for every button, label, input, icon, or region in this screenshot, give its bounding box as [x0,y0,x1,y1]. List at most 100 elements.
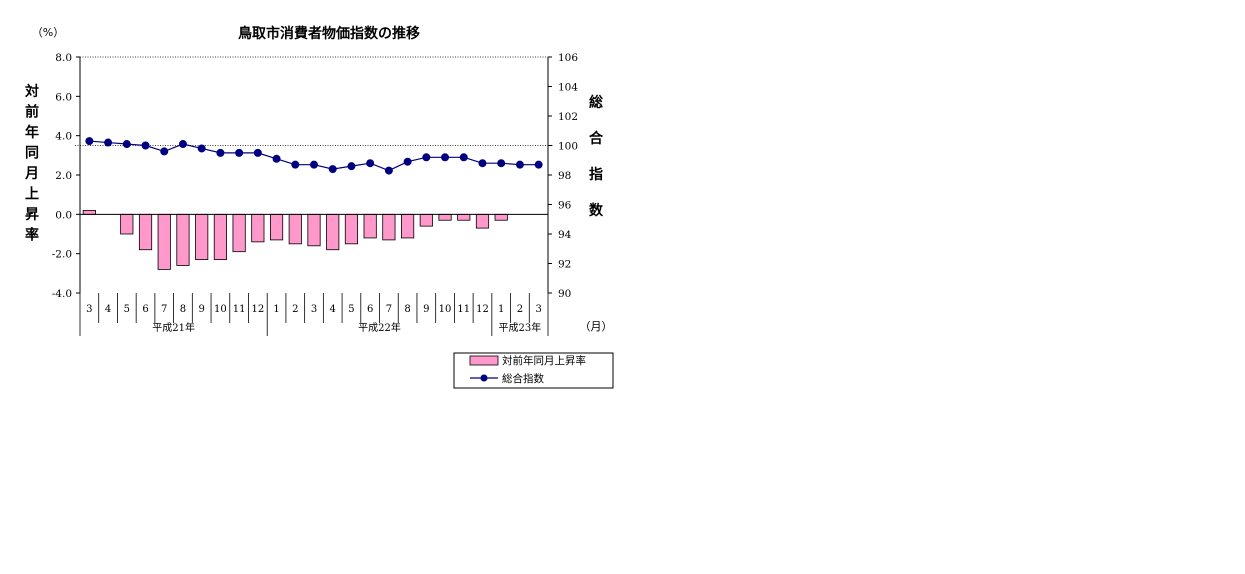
left-tick-label: 6.0 [55,91,72,103]
era-label: 平成23年 [499,321,542,334]
category-label: 3 [311,304,317,315]
bar [475,213,490,229]
index-point [366,159,375,168]
bar [232,213,246,253]
category-label: 6 [367,304,373,315]
category-label: 5 [124,304,130,315]
bar [438,213,452,221]
right-tick-label: 90 [558,288,571,300]
bar [195,213,209,260]
left-axis-unit: （%） [32,26,64,39]
bar [120,213,134,235]
category-label: 9 [423,304,429,315]
category-label: 11 [233,304,246,315]
left-axis-label-char: 率 [25,227,39,244]
bar [157,213,171,270]
index-point [216,148,225,157]
category-label: 4 [105,304,111,315]
category-label: 4 [330,304,336,315]
index-point [104,138,113,147]
index-point [515,160,524,169]
legend-bar-swatch [469,355,499,366]
right-tick-label: 106 [558,52,578,64]
index-point [478,159,487,168]
bar [363,213,377,239]
category-label: 3 [86,304,92,315]
bar [494,213,508,221]
left-tick-label: 8.0 [55,52,72,64]
bar [419,213,433,227]
right-axis-unit: （月） [580,320,613,333]
left-tick-label: 4.0 [55,131,72,143]
bar [251,213,265,243]
index-point [160,147,169,156]
index-point [384,166,393,175]
bar [288,213,302,245]
index-point [328,165,337,174]
chart-title: 鳥取市消費者物価指数の推移 [238,25,420,42]
right-tick-label: 100 [558,141,578,153]
right-axis-label-char: 数 [589,202,604,219]
index-point [497,159,506,168]
right-tick-label: 104 [558,82,578,94]
right-axis-label-char: 合 [589,130,604,147]
index-point [253,148,262,157]
category-label: 1 [273,304,279,315]
index-point [403,157,412,166]
left-axis-label-char: 前 [25,104,39,121]
category-label: 9 [198,304,204,315]
bar [176,213,190,266]
bar [213,213,227,260]
category-label: 7 [161,304,167,315]
bar [382,213,396,241]
bar [269,213,284,241]
right-tick-label: 102 [558,111,578,123]
right-axis-label-char: 総 [589,94,603,111]
era-label: 平成22年 [358,321,401,334]
bar [138,213,153,251]
bar [307,213,321,247]
left-axis-label-char: 同 [25,146,39,162]
index-point [310,160,318,169]
legend-bar-label: 対前年同月上昇率 [502,354,586,367]
category-label: 8 [180,304,186,315]
category-label: 3 [535,304,541,315]
category-label: 12 [476,304,489,315]
category-label: 1 [498,304,504,315]
category-label: 11 [457,304,470,315]
index-point [141,141,150,150]
index-point [85,137,94,146]
category-label: 5 [348,304,354,315]
right-tick-label: 98 [558,170,571,182]
index-point [235,148,244,157]
index-point [534,160,543,169]
bar [82,209,96,215]
right-tick-label: 94 [558,229,572,241]
index-point [291,160,300,169]
index-point [422,153,431,162]
era-label: 平成21年 [152,321,195,334]
right-tick-label: 92 [558,259,571,271]
category-label: 6 [142,304,148,315]
category-label: 2 [292,304,298,315]
index-point [122,140,131,149]
left-tick-label: -4.0 [52,288,72,300]
category-label: 8 [404,304,410,315]
bar [326,213,340,251]
left-tick-label: 2.0 [55,170,72,182]
left-axis-label-char: 月 [24,166,39,182]
index-point [459,153,468,162]
index-point [197,144,206,153]
left-axis-label-char: 年 [25,124,39,141]
bar [401,213,415,239]
index-point [441,153,450,162]
left-axis-label-char: 対 [24,83,39,100]
left-axis-label-char: 昇 [25,207,39,223]
category-label: 2 [517,304,523,315]
index-point [272,154,281,163]
right-axis-label-char: 指 [589,166,603,183]
index-point [347,162,356,171]
bar [457,213,471,221]
legend-line-label: 総合指数 [502,372,544,385]
